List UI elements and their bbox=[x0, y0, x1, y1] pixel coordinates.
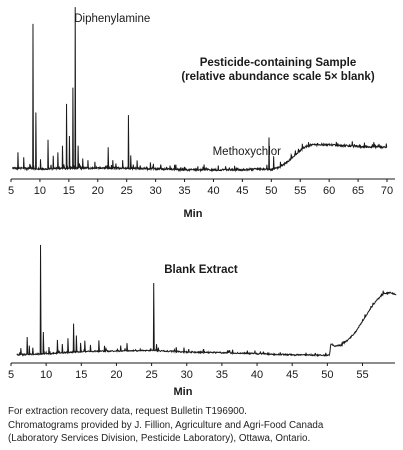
blank-tick-label: 45 bbox=[286, 369, 298, 381]
blank-trace bbox=[16, 244, 397, 358]
blank-chromatogram: 5 10 15 20 25 30 35 40 45 50 55 Min Blank Extract bbox=[8, 244, 397, 398]
footnotes: For extraction recovery data, request Bu… bbox=[8, 405, 323, 446]
sample-tick-label: 60 bbox=[323, 185, 335, 197]
sample-chromatogram: 5 10 15 20 25 30 35 40 45 50 55 60 65 70 Min Pesticid… bbox=[8, 7, 395, 220]
sample-tick-label: 45 bbox=[236, 185, 248, 197]
sample-x-ticks: 5 10 15 20 25 30 35 40 45 50 55 60 65 70 bbox=[8, 179, 393, 197]
sample-tick-label: 65 bbox=[352, 185, 364, 197]
methoxychlor-annotation: Methoxychlor bbox=[213, 146, 282, 158]
sample-subtitle: (relative abundance scale 5× blank) bbox=[181, 71, 375, 83]
sample-tick-label: 40 bbox=[207, 185, 219, 197]
blank-title: Blank Extract bbox=[164, 264, 238, 276]
sample-tick-label: 20 bbox=[92, 185, 104, 197]
sample-tick-label: 30 bbox=[149, 185, 161, 197]
sample-tick-label: 10 bbox=[34, 185, 46, 197]
footnote-line: (Laboratory Services Division, Pesticide… bbox=[8, 433, 311, 444]
blank-tick-label: 50 bbox=[321, 369, 333, 381]
blank-x-ticks: 5 10 15 20 25 30 35 40 45 50 55 bbox=[8, 363, 369, 381]
blank-tick-label: 10 bbox=[40, 369, 52, 381]
blank-tick-label: 15 bbox=[75, 369, 87, 381]
sample-tick-label: 35 bbox=[178, 185, 190, 197]
blank-x-label: Min bbox=[174, 386, 193, 398]
footnote-line: For extraction recovery data, request Bu… bbox=[8, 406, 247, 417]
sample-title: Pesticide-containing Sample bbox=[200, 57, 357, 69]
blank-tick-label: 35 bbox=[216, 369, 228, 381]
blank-tick-label: 40 bbox=[251, 369, 263, 381]
blank-tick-label: 25 bbox=[145, 369, 157, 381]
blank-tick-label: 30 bbox=[181, 369, 193, 381]
chromatogram-figure: 5 10 15 20 25 30 35 40 45 50 55 60 65 70 Min Pesticid… bbox=[8, 7, 397, 398]
sample-trace bbox=[11, 7, 388, 173]
sample-tick-label: 5 bbox=[8, 185, 14, 197]
blank-tick-label: 20 bbox=[110, 369, 122, 381]
footnote-line: Chromatograms provided by J. Fillion, Ag… bbox=[8, 419, 324, 431]
blank-tick-label: 55 bbox=[356, 369, 368, 381]
sample-tick-label: 25 bbox=[121, 185, 133, 197]
sample-tick-label: 50 bbox=[265, 185, 277, 197]
diphenylamine-annotation: Diphenylamine bbox=[74, 13, 150, 25]
sample-tick-label: 55 bbox=[294, 185, 306, 197]
sample-x-label: Min bbox=[184, 208, 203, 220]
sample-tick-label: 70 bbox=[381, 185, 393, 197]
blank-tick-label: 5 bbox=[8, 369, 14, 381]
sample-tick-label: 15 bbox=[63, 185, 75, 197]
